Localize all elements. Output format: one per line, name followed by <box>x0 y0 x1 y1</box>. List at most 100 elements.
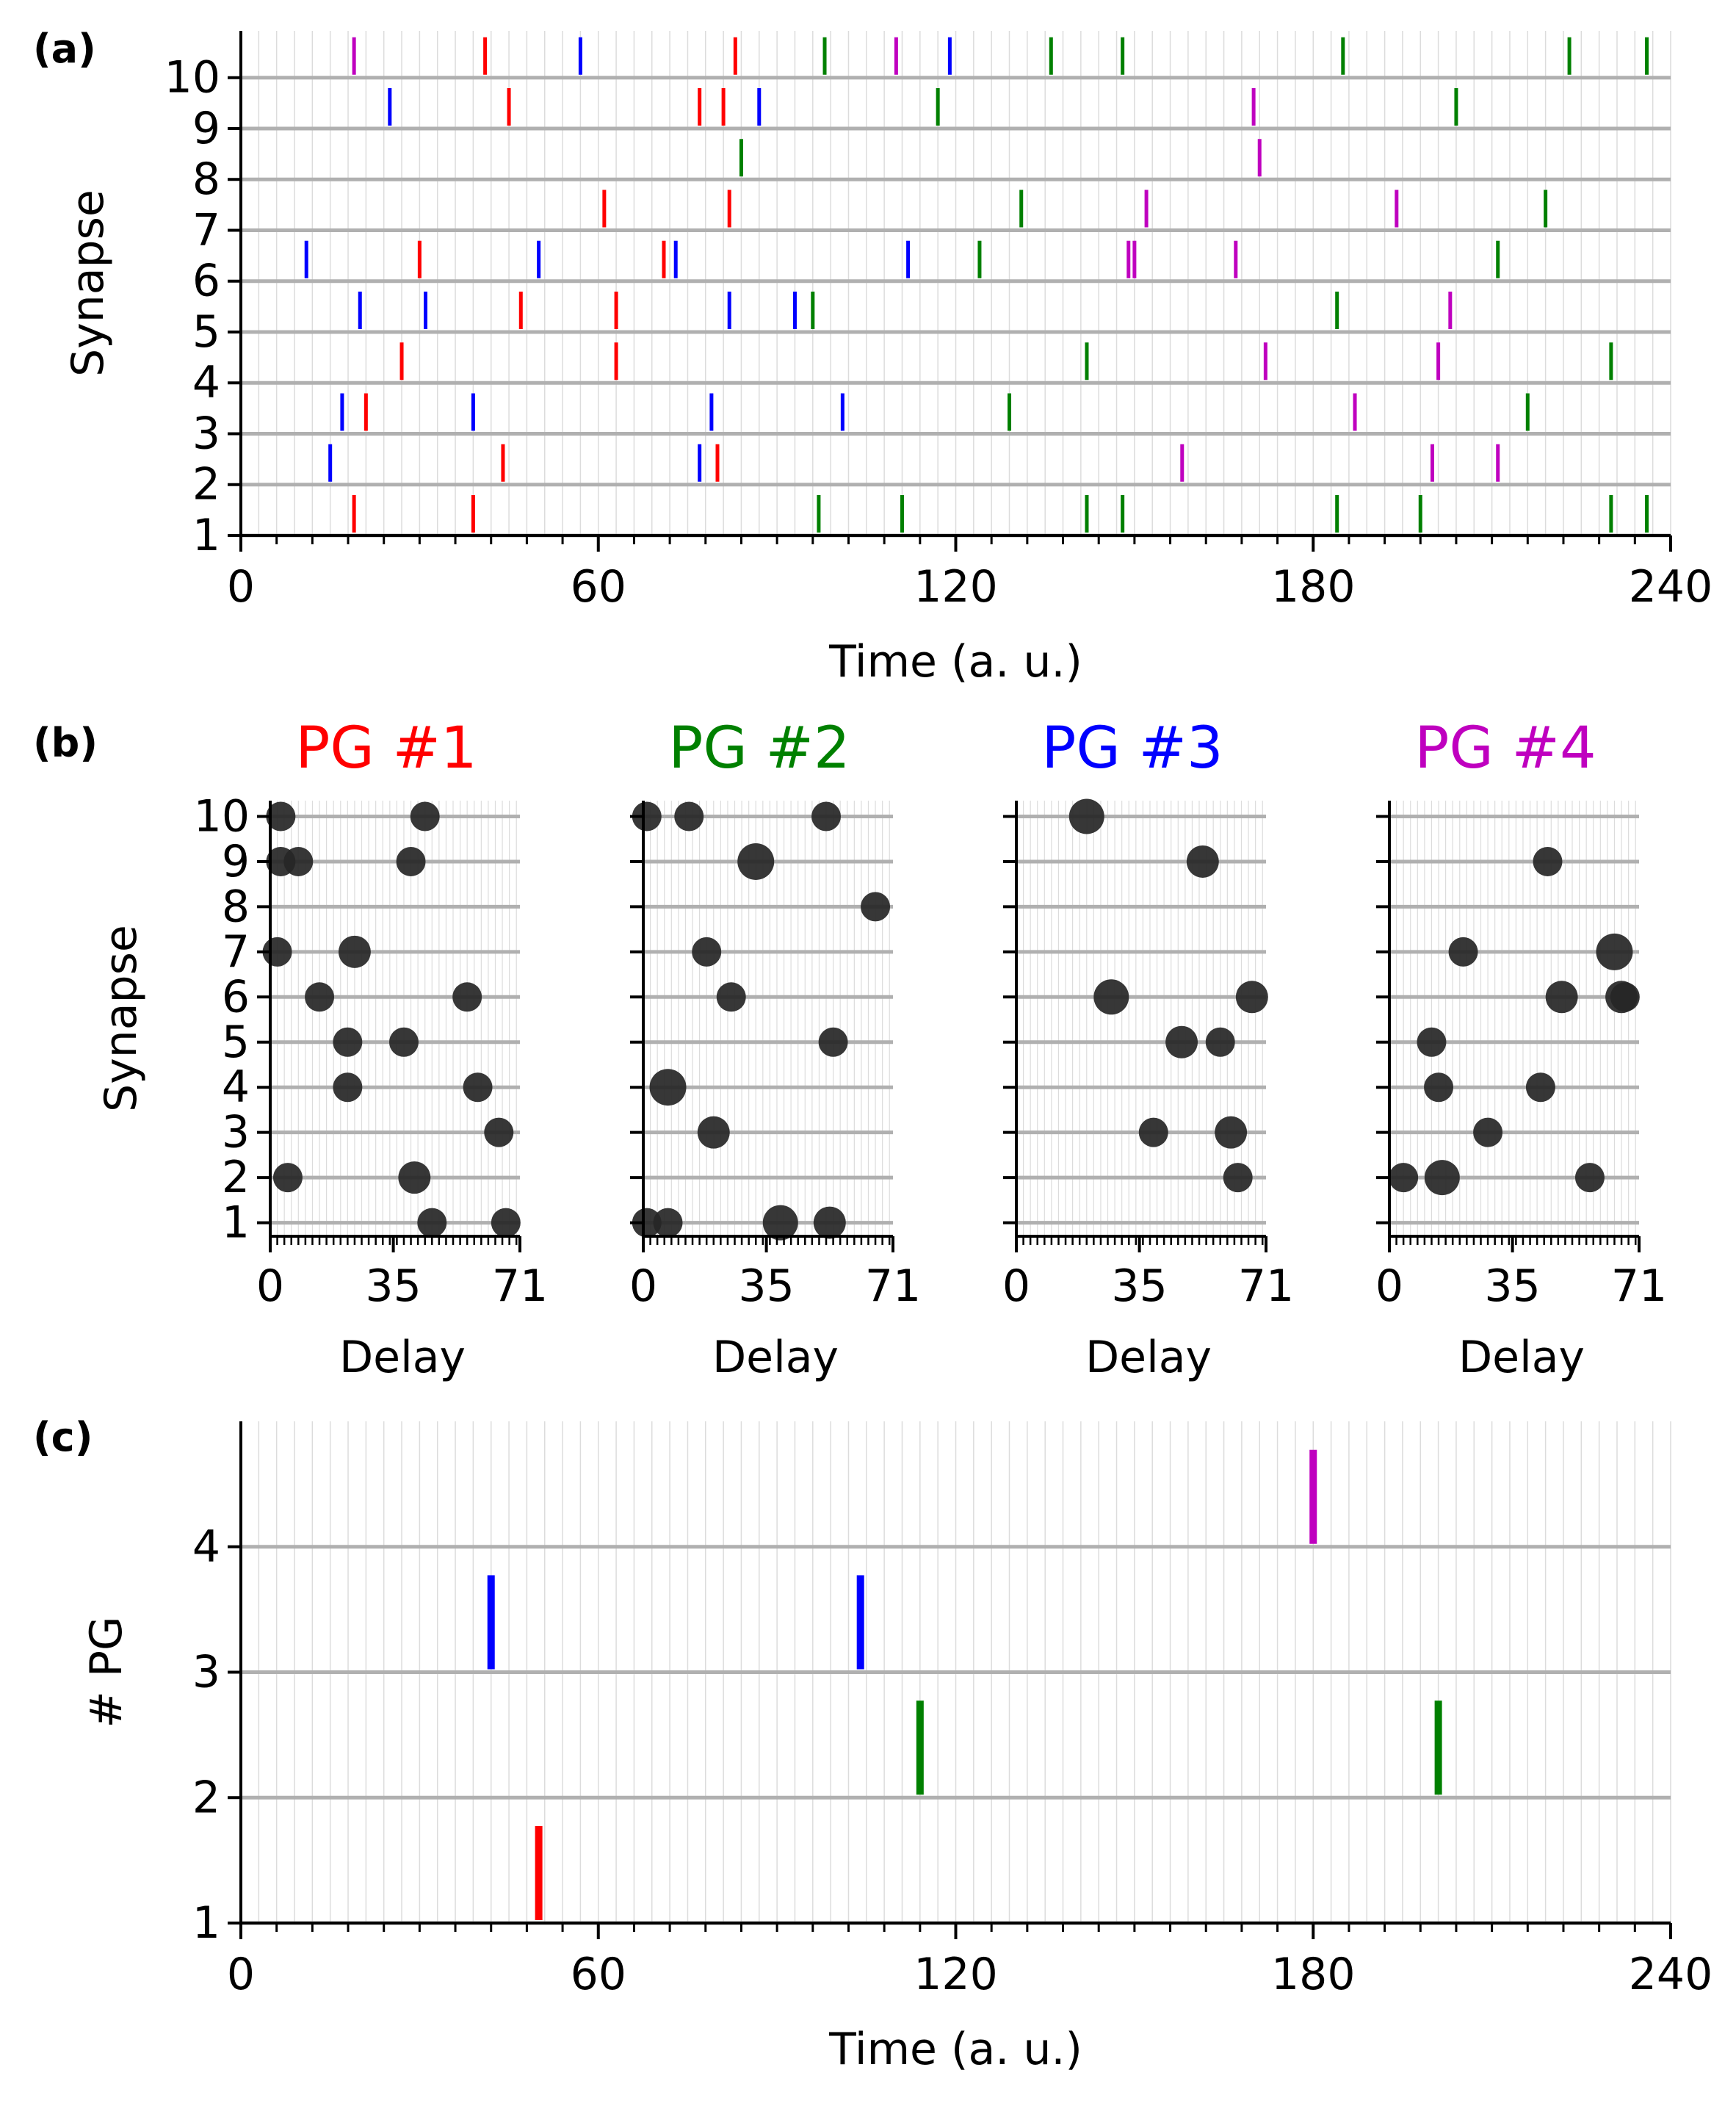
x-tick-label: 0 <box>1002 1260 1030 1312</box>
delay-point <box>305 982 335 1012</box>
delay-point <box>692 937 722 967</box>
y-tick-label: 4 <box>192 357 220 408</box>
delay-point <box>1473 1117 1503 1147</box>
pg-title: PG #4 <box>1414 715 1596 782</box>
delay-point <box>417 1208 447 1238</box>
delay-point <box>1574 1163 1605 1193</box>
delay-point <box>861 892 891 922</box>
y-tick-label: 9 <box>192 103 220 154</box>
y-tick-label: 7 <box>192 204 220 256</box>
delay-point <box>1093 979 1129 1015</box>
y-tick-label: 5 <box>192 306 220 358</box>
y-tick-label: 3 <box>192 1647 220 1698</box>
delay-subplot-3: 0 35 71 Delay PG #3 <box>1002 715 1294 1383</box>
pg-title: PG #2 <box>668 715 850 782</box>
y-tick-label: 3 <box>192 408 220 459</box>
delay-point <box>1448 937 1478 967</box>
x-tick-label: 71 <box>1238 1260 1294 1312</box>
x-tick-label: 35 <box>1111 1260 1167 1312</box>
x-tick-label: 35 <box>365 1260 421 1312</box>
delay-point <box>1235 981 1268 1014</box>
delay-point <box>1545 981 1578 1014</box>
delay-point <box>463 1072 493 1103</box>
x-tick-label: 0 <box>256 1260 284 1312</box>
delay-point <box>716 982 746 1012</box>
delay-point <box>1165 1025 1198 1058</box>
x-axis-label: Delay <box>339 1332 466 1383</box>
delay-point <box>266 801 296 832</box>
y-tick-label: 2 <box>192 459 220 511</box>
delay-subplot-4: 0 35 71 Delay PG #4 <box>1375 715 1667 1383</box>
x-tick-label: 0 <box>227 1949 255 2000</box>
x-tick-label: 60 <box>571 561 626 613</box>
delay-point <box>452 982 482 1012</box>
x-tick-label: 120 <box>914 561 998 613</box>
delay-point <box>333 1027 363 1057</box>
delay-point <box>1417 1027 1447 1057</box>
x-tick-label: 120 <box>914 1949 998 2000</box>
delay-point <box>1138 1117 1168 1147</box>
y-tick-label: 3 <box>222 1107 250 1158</box>
x-tick-label: 240 <box>1629 1949 1713 2000</box>
delay-point <box>674 801 704 832</box>
delay-point <box>388 1027 419 1057</box>
y-tick-label: 2 <box>222 1152 250 1203</box>
pg-title: PG #1 <box>295 715 477 782</box>
y-tick-label: 4 <box>222 1061 250 1113</box>
pg-title: PG #3 <box>1041 715 1223 782</box>
x-axis-label: Delay <box>1458 1332 1585 1383</box>
x-tick-label: 35 <box>738 1260 794 1312</box>
y-tick-label: 6 <box>192 256 220 307</box>
delay-point <box>1068 798 1104 834</box>
delay-point <box>632 801 662 832</box>
delay-point <box>818 1027 848 1057</box>
delay-point <box>649 1069 687 1106</box>
x-axis-label: Time (a. u.) <box>828 2024 1082 2075</box>
delay-subplot-2: 0 35 71 Delay PG #2 <box>629 715 921 1383</box>
x-axis-label: Delay <box>1085 1332 1212 1383</box>
y-tick-label: 6 <box>222 971 250 1022</box>
delay-point <box>811 801 842 832</box>
delay-point <box>1223 1163 1253 1193</box>
y-tick-label: 8 <box>192 154 220 205</box>
x-tick-label: 180 <box>1271 1949 1356 2000</box>
delay-point <box>1525 1072 1555 1103</box>
panel-label: (a) <box>33 26 96 72</box>
y-tick-label: 1 <box>222 1197 250 1249</box>
delay-point <box>283 846 314 876</box>
y-axis-label: Synapse <box>62 190 114 377</box>
x-tick-label: 35 <box>1484 1260 1540 1312</box>
delay-point <box>697 1116 730 1149</box>
delay-point <box>333 1072 363 1103</box>
x-tick-label: 71 <box>492 1260 548 1312</box>
x-tick-label: 71 <box>865 1260 921 1312</box>
panel-label: (b) <box>33 720 98 766</box>
delay-point <box>1610 982 1640 1012</box>
delay-point <box>1533 846 1563 876</box>
delay-point <box>1389 1163 1419 1193</box>
delay-point <box>1205 1027 1235 1057</box>
x-tick-label: 240 <box>1629 561 1713 613</box>
x-tick-label: 71 <box>1611 1260 1667 1312</box>
delay-point <box>338 935 371 968</box>
x-tick-label: 180 <box>1271 561 1356 613</box>
x-axis-label: Time (a. u.) <box>828 636 1082 688</box>
delay-point <box>1424 1160 1460 1196</box>
y-axis-label: Synapse <box>95 925 147 1112</box>
delay-point <box>813 1206 846 1239</box>
x-tick-label: 0 <box>1375 1260 1403 1312</box>
delay-point <box>484 1117 514 1147</box>
y-tick-label: 5 <box>222 1017 250 1068</box>
delay-point <box>1215 1116 1248 1149</box>
y-tick-label: 10 <box>194 791 250 843</box>
delay-point <box>762 1205 798 1241</box>
delay-point <box>272 1163 303 1193</box>
delay-point <box>1186 845 1219 878</box>
delay-point <box>653 1208 683 1238</box>
x-tick-label: 0 <box>629 1260 657 1312</box>
delay-point <box>396 846 426 876</box>
